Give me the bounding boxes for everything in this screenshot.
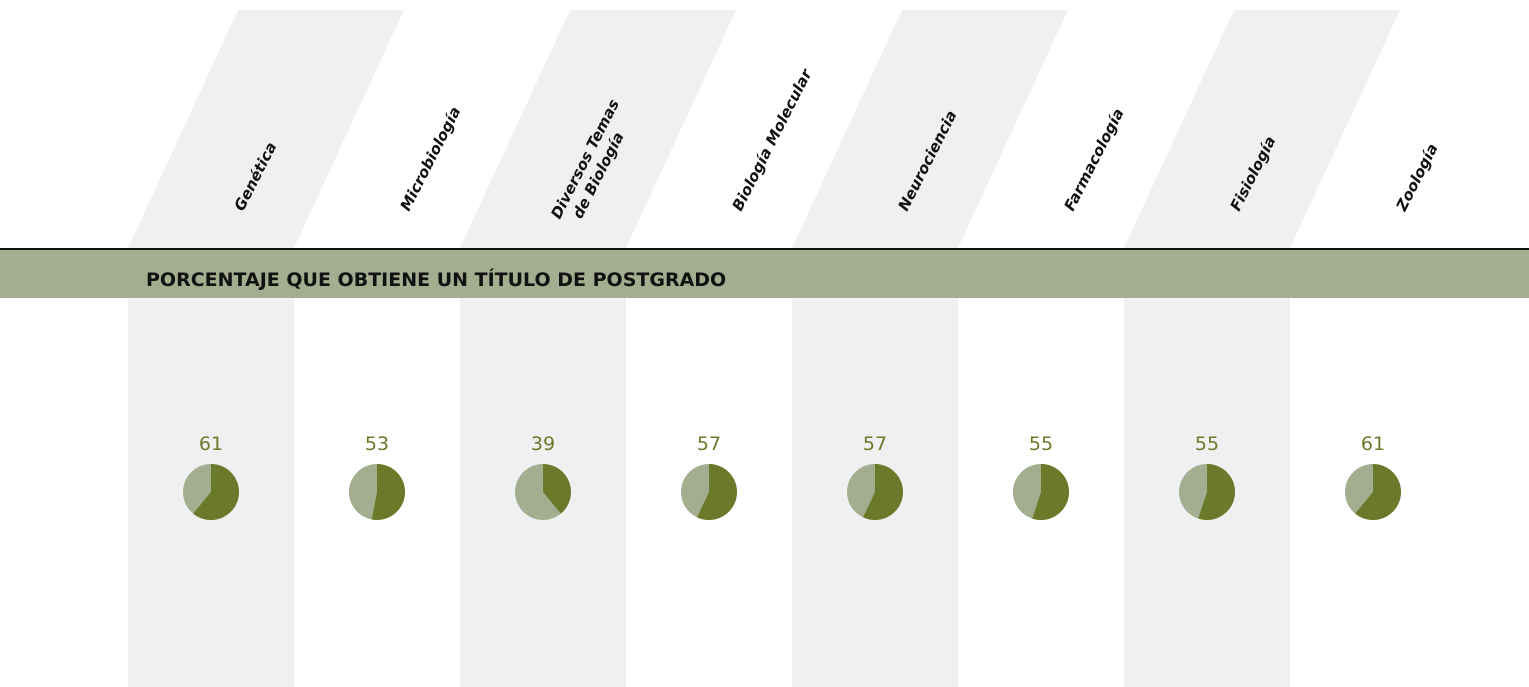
value-label: 61 (1361, 433, 1385, 455)
pie-slice (371, 463, 406, 520)
header-slant (128, 10, 404, 248)
pie-slice (193, 464, 240, 520)
pie-slice (1355, 464, 1402, 520)
value-label: 39 (531, 433, 555, 455)
category-label: Zoología (1392, 141, 1442, 215)
pie-slice (1198, 464, 1236, 520)
pie-slice (697, 464, 738, 520)
value-label: 57 (863, 433, 887, 455)
title-band (0, 250, 1529, 298)
value-label: 53 (365, 433, 389, 455)
pie-slice (1032, 464, 1070, 521)
pie-slice (543, 464, 571, 514)
header-slant (1124, 10, 1400, 248)
category-label: Biología Molecular (729, 65, 817, 214)
chart-title: PORCENTAJE QUE OBTIENE UN TÍTULO DE POST… (146, 268, 726, 291)
value-label: 55 (1195, 433, 1219, 455)
category-label: Microbiología (397, 104, 465, 214)
category-label: Farmacología (1061, 105, 1128, 213)
value-label: 57 (697, 433, 721, 455)
value-label: 61 (199, 433, 223, 455)
header-slant (460, 10, 736, 248)
bands (128, 10, 1400, 687)
header-slant (792, 10, 1068, 248)
pie-slice (863, 463, 904, 520)
value-label: 55 (1029, 433, 1053, 455)
